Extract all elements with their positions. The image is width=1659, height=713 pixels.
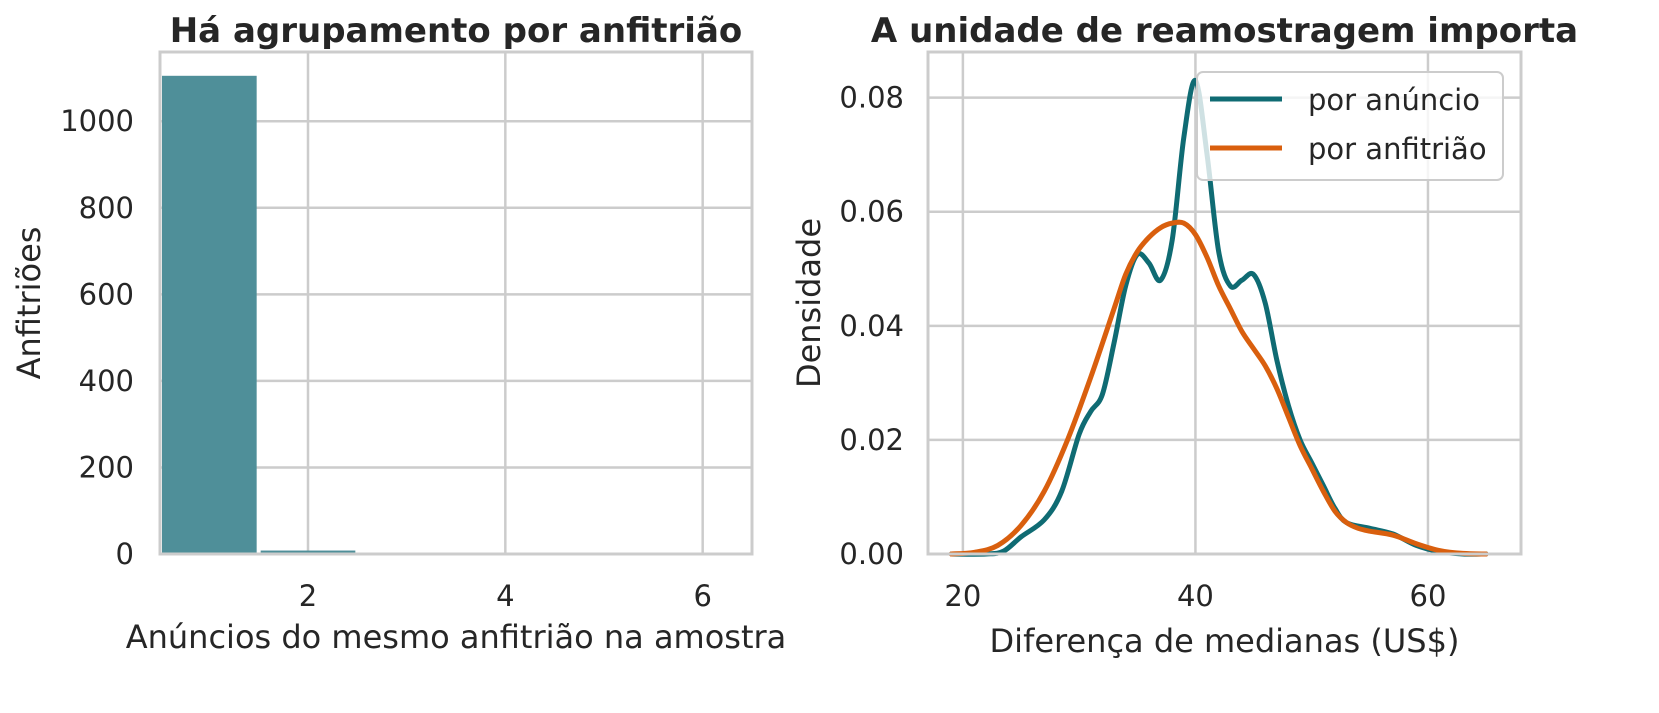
- right-x-tick-label: 60: [1410, 579, 1447, 613]
- right-y-ticks: 0.00 0.02 0.04 0.06 0.08: [839, 81, 904, 571]
- left-y-axis-label: Anfitriões: [10, 227, 48, 380]
- left-x-tick-label: 4: [496, 579, 514, 613]
- right-y-tick-label: 0.08: [839, 81, 904, 115]
- right-x-tick-label: 20: [944, 579, 981, 613]
- right-x-ticks: 20 40 60: [944, 579, 1446, 613]
- right-x-axis-label: Diferença de medianas (US$): [990, 622, 1460, 660]
- bar: [162, 75, 257, 554]
- right-y-axis-label: Densidade: [790, 218, 828, 388]
- left-y-tick-label: 800: [79, 191, 134, 225]
- por-anfitriao-line: [948, 219, 1489, 557]
- left-y-ticks: 0 200 400 600 800 1000: [60, 104, 134, 571]
- left-chart-title: Há agrupamento por anfitrião: [170, 11, 743, 51]
- right-x-tick-label: 40: [1177, 579, 1214, 613]
- right-y-tick-label: 0.02: [839, 423, 904, 457]
- left-y-tick-label: 0: [116, 537, 134, 571]
- legend-label-por-anfitriao: por anfitrião: [1308, 132, 1487, 166]
- right-plot-frame: [926, 50, 1523, 556]
- legend: por anúncio por anfitrião: [1196, 71, 1504, 181]
- left-x-ticks: 2 4 6: [299, 579, 712, 613]
- left-plot-frame: [158, 50, 754, 556]
- right-chart-title: A unidade de reamostragem importa: [871, 11, 1578, 51]
- right-chart: 20 40 60 0.00 0.02 0.04 0.06 0.08 por anúncio …: [790, 11, 1578, 660]
- left-x-tick-label: 6: [693, 579, 711, 613]
- legend-label-por-anuncio: por anúncio: [1308, 83, 1480, 117]
- left-x-axis-label: Anúncios do mesmo anfitrião na amostra: [126, 618, 787, 656]
- right-y-tick-label: 0.06: [839, 195, 904, 229]
- right-y-tick-label: 0.04: [839, 309, 904, 343]
- bar: [260, 550, 356, 554]
- left-y-tick-label: 1000: [60, 104, 134, 138]
- right-y-tick-label: 0.00: [839, 537, 904, 571]
- left-x-tick-label: 2: [299, 579, 317, 613]
- left-chart: 2 4 6 0 200 400 600 800 1000 Há agrupamento por…: [10, 11, 786, 656]
- left-y-tick-label: 400: [79, 364, 134, 398]
- left-y-tick-label: 600: [79, 277, 134, 311]
- left-y-tick-label: 200: [79, 450, 134, 484]
